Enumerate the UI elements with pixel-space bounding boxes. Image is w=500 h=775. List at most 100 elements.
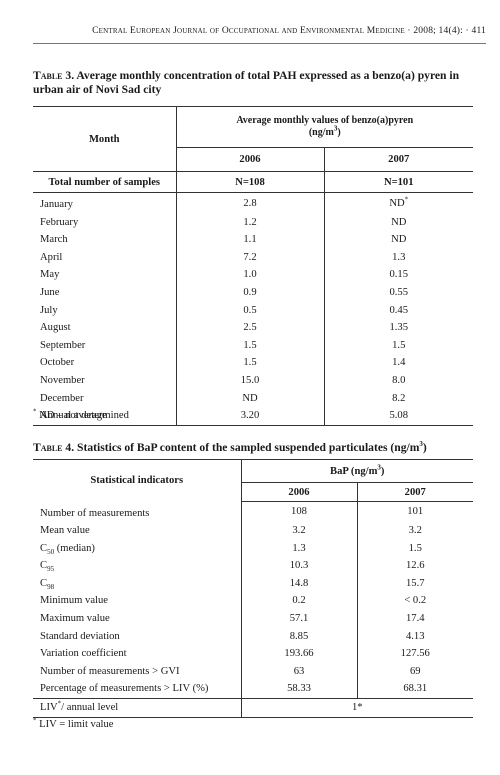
month-cell: May bbox=[33, 266, 177, 284]
value-2006-cell: 1.3 bbox=[241, 539, 358, 558]
indicator-cell: C95 bbox=[33, 557, 242, 575]
month-cell: June bbox=[33, 283, 177, 302]
month-cell: November bbox=[33, 371, 177, 390]
value-2007-cell: 4.13 bbox=[405, 630, 425, 642]
table3-label: Table 3. bbox=[33, 69, 75, 82]
value-2006-cell: 63 bbox=[241, 662, 358, 681]
indicator-cell: C98 bbox=[33, 574, 242, 593]
table-row: Minimum value 0.2 < 0.2 bbox=[33, 592, 473, 611]
table-row: Annual average 3.20 5.08 bbox=[33, 407, 473, 426]
table-row: March 1.1 ND bbox=[33, 231, 473, 249]
value-2006-cell: ND bbox=[176, 389, 325, 408]
table4-caption-end: ) bbox=[422, 441, 427, 454]
table4-label: Table 4. bbox=[33, 441, 75, 454]
table-row: April 7.2 1.3 bbox=[33, 248, 473, 267]
table4-header-2006: 2006 bbox=[241, 482, 358, 502]
indicator-symbol: C bbox=[40, 542, 48, 554]
value-2006-cell: 108 bbox=[241, 501, 358, 523]
table-row: C50 (median) 1.3 1.5 bbox=[33, 539, 473, 558]
table-row: Mean value 3.2 3.2 bbox=[33, 522, 473, 540]
indicator-cell: Minimum value bbox=[33, 592, 242, 611]
table4-header-group: BaP (ng/m3) bbox=[241, 459, 473, 483]
value-2006-cell: 2.5 bbox=[176, 319, 325, 337]
value-2007-cell: 69 bbox=[409, 665, 421, 677]
table4-header-2007: 2007 bbox=[357, 482, 473, 502]
indicator-cell: C50 (median) bbox=[33, 539, 242, 558]
value-2007-cell: 3.2 bbox=[408, 525, 422, 537]
value-2006-cell: 0.9 bbox=[176, 283, 325, 302]
footnote-mark: * bbox=[57, 699, 62, 708]
indicator-subscript: 50 bbox=[47, 547, 55, 556]
table-row: June 0.9 0.55 bbox=[33, 283, 473, 302]
table3-header-unit-sup: 3 bbox=[333, 124, 338, 133]
table-row: Variation coefficient 193.66 127.56 bbox=[33, 645, 473, 663]
table-row: August 2.5 1.35 bbox=[33, 319, 473, 337]
value-2006-cell: 1.2 bbox=[176, 213, 325, 232]
value-2007-cell: 1.5 bbox=[392, 339, 406, 351]
indicator-cell: Maximum value bbox=[33, 610, 242, 628]
indicator-subscript: 98 bbox=[47, 582, 55, 591]
table4-footnote-text: LIV = limit value bbox=[36, 719, 114, 730]
value-2007-cell: 5.08 bbox=[324, 407, 473, 426]
value-2007-cell: ND* bbox=[324, 193, 473, 214]
table-row: December ND 8.2 bbox=[33, 389, 473, 408]
month-cell: March bbox=[33, 231, 177, 249]
value-2007-cell: ND bbox=[391, 216, 407, 228]
indicator-symbol: C bbox=[40, 577, 48, 589]
value-2006-cell: 15.0 bbox=[176, 371, 325, 390]
table3-samples-2007: N=101 bbox=[324, 171, 473, 193]
table-row: September 1.5 1.5 bbox=[33, 336, 473, 355]
indicator-cell: Variation coefficient bbox=[33, 645, 242, 663]
table-row: January 2.8 ND* bbox=[33, 192, 473, 214]
month-cell: September bbox=[33, 336, 177, 355]
table-row: October 1.5 1.4 bbox=[33, 354, 473, 372]
indicator-cell: Percentage of measurements > LIV (%) bbox=[33, 680, 242, 699]
value-2006-cell: 8.85 bbox=[241, 627, 358, 646]
table4: Statistical indicators BaP (ng/m3) 2006 … bbox=[33, 459, 473, 718]
table-row: C98 14.8 15.7 bbox=[33, 574, 473, 593]
value-2006-cell: 1.5 bbox=[176, 336, 325, 355]
indicator-symbol: C bbox=[40, 560, 48, 572]
indicator-cell: LIV*/ annual level bbox=[33, 698, 242, 718]
value-2006-cell: 58.33 bbox=[241, 680, 358, 699]
value-2006-cell: 1.5 bbox=[176, 354, 325, 372]
liv-value-cell: 1* bbox=[241, 698, 473, 718]
value-2007-cell: 68.31 bbox=[403, 683, 428, 695]
value-2007-cell: 101 bbox=[407, 506, 424, 518]
month-cell: December bbox=[33, 389, 177, 408]
indicator-subscript: 95 bbox=[47, 565, 55, 574]
journal-name: Central European Journal of Occupational… bbox=[92, 26, 405, 36]
table3-caption: Table 3. Average monthly concentration o… bbox=[33, 69, 473, 97]
indicator-cell: Number of measurements bbox=[33, 501, 242, 523]
footnote-mark: * bbox=[404, 194, 409, 203]
value-2006-cell: 2.8 bbox=[176, 192, 325, 214]
table4-header-indicators: Statistical indicators bbox=[33, 459, 242, 502]
value-2007-cell: 1.35 bbox=[389, 322, 409, 334]
table4-header-group-end: ) bbox=[380, 465, 385, 477]
value-2006-cell: 3.2 bbox=[241, 522, 358, 540]
month-cell: January bbox=[33, 192, 177, 214]
month-cell: October bbox=[33, 354, 177, 372]
value-2007-cell: < 0.2 bbox=[404, 595, 427, 607]
liv-label: LIV bbox=[40, 702, 58, 714]
table-row: February 1.2 ND bbox=[33, 213, 473, 232]
value-2007-cell: 15.7 bbox=[405, 577, 425, 589]
value-2006-cell: 1.0 bbox=[176, 266, 325, 284]
value-2007-cell: 1.4 bbox=[392, 357, 406, 369]
value-2006-cell: 193.66 bbox=[241, 645, 358, 663]
table3-header-month: Month bbox=[33, 106, 177, 172]
value-2007-cell: 8.0 bbox=[392, 374, 406, 386]
table4-header-group-sup: 3 bbox=[377, 462, 381, 471]
table-row: November 15.0 8.0 bbox=[33, 371, 473, 390]
value-2006-cell: 0.2 bbox=[241, 592, 358, 611]
month-cell: Annual average bbox=[33, 407, 177, 426]
value-2007-cell: 1.3 bbox=[392, 251, 406, 263]
value-2006-cell: 7.2 bbox=[176, 248, 325, 267]
table-row: Percentage of measurements > LIV (%) 58.3… bbox=[33, 680, 473, 699]
table3-header-unit: (ng/m bbox=[308, 126, 334, 138]
month-cell: July bbox=[33, 301, 177, 320]
table3-header-group: Average monthly values of benzo(a)pyren … bbox=[176, 106, 473, 148]
month-cell: April bbox=[33, 248, 177, 267]
month-cell: February bbox=[33, 213, 177, 232]
table-row: Standard deviation 8.85 4.13 bbox=[33, 627, 473, 646]
